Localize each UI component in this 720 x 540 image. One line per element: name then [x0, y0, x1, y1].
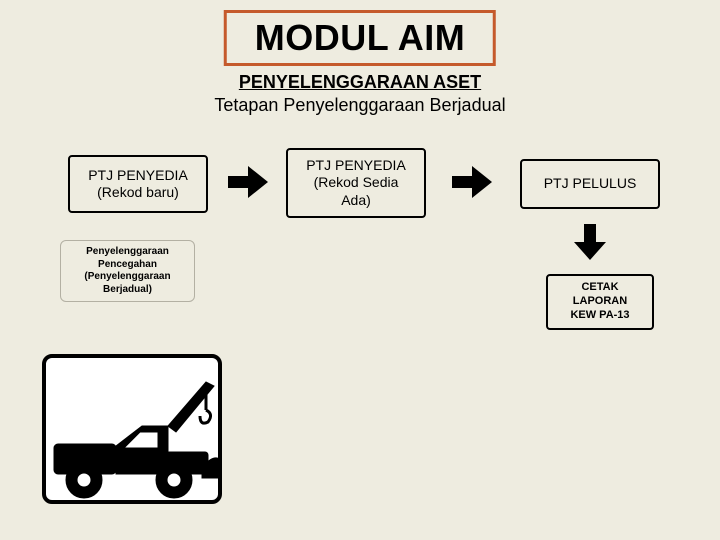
subtitle-line1: PENYELENGGARAAN ASET: [0, 72, 720, 93]
node-ptj-penyedia-baru: PTJ PENYEDIA (Rekod baru): [68, 155, 208, 213]
node-ptj-penyedia-sedia-ada: PTJ PENYEDIA (Rekod Sedia Ada): [286, 148, 426, 218]
tow-truck-icon: [42, 354, 222, 504]
node-cetak-laporan: CETAK LAPORAN KEW PA-13: [546, 274, 654, 330]
arrow-down-icon: [572, 222, 608, 262]
subtitle-line2: Tetapan Penyelenggaraan Berjadual: [0, 95, 720, 116]
node-penyelenggaraan-pencegahan: Penyelenggaraan Pencegahan (Penyelenggar…: [60, 240, 195, 302]
title-text: MODUL AIM: [255, 17, 465, 58]
arrow-right-icon: [226, 162, 270, 202]
title-box: MODUL AIM: [224, 10, 496, 66]
arrow-right-icon: [450, 162, 494, 202]
subtitle-block: PENYELENGGARAAN ASET Tetapan Penyelengga…: [0, 72, 720, 116]
node-ptj-pelulus: PTJ PELULUS: [520, 159, 660, 209]
